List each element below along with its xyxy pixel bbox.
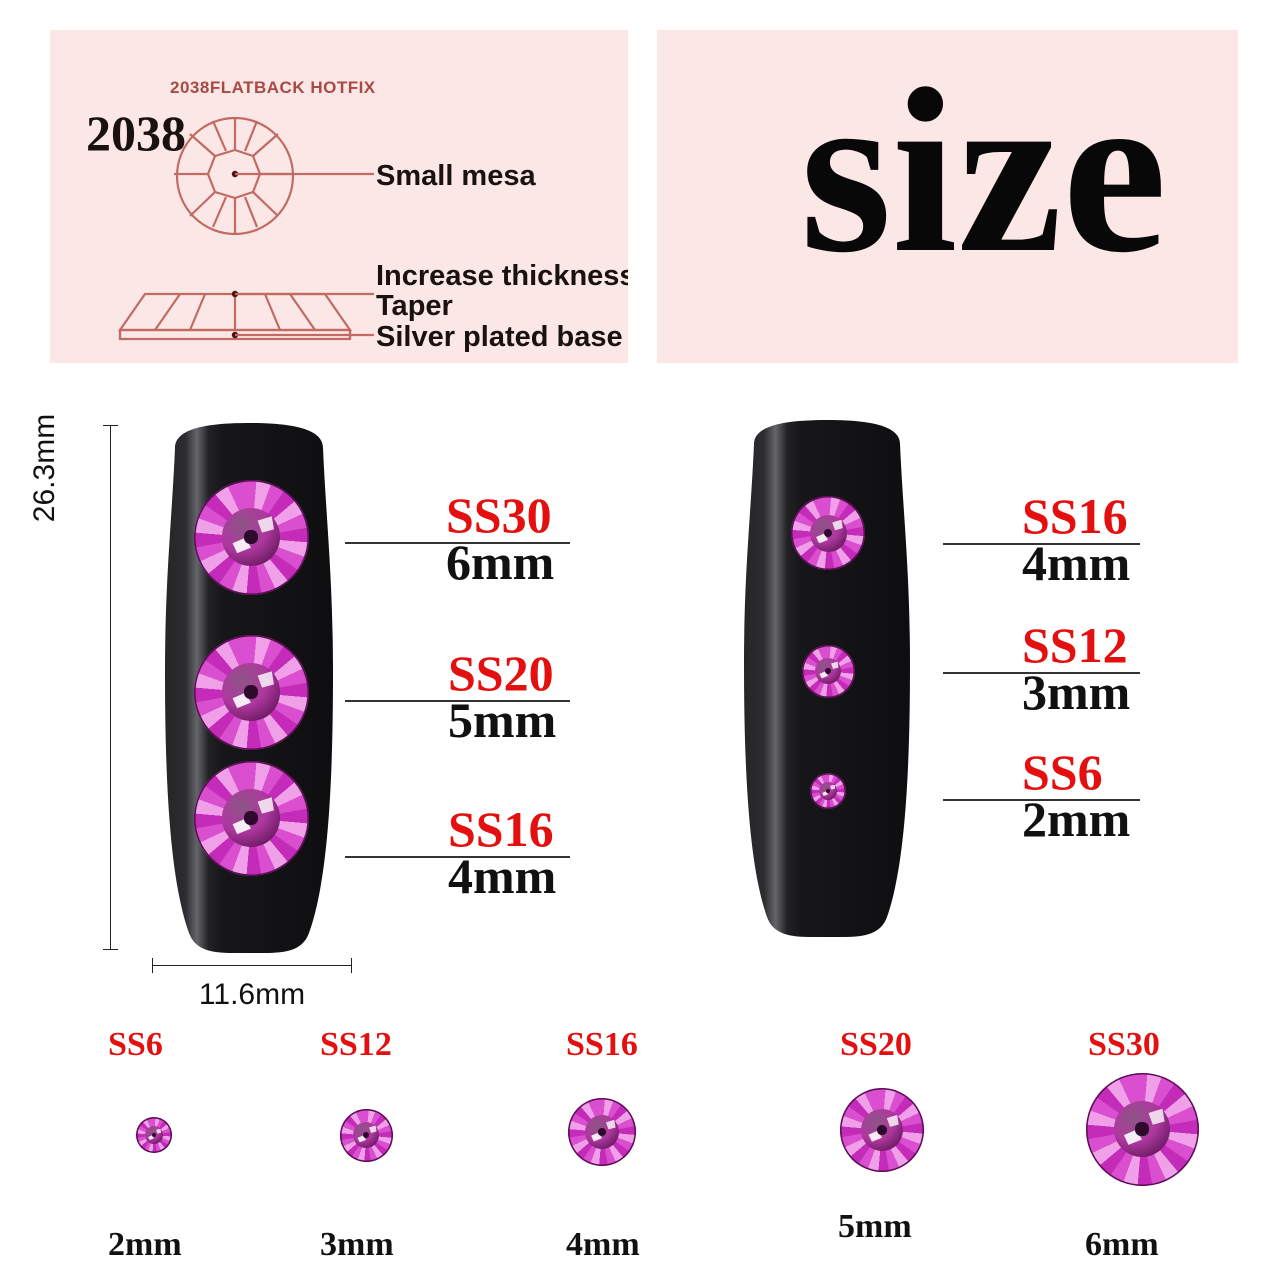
- svg-text:Silver plated base: Silver plated base: [376, 321, 623, 353]
- svg-text:Taper: Taper: [376, 290, 453, 322]
- svg-text:Small mesa: Small mesa: [376, 160, 536, 192]
- svg-text:Increase thickness: Increase thickness: [376, 260, 628, 292]
